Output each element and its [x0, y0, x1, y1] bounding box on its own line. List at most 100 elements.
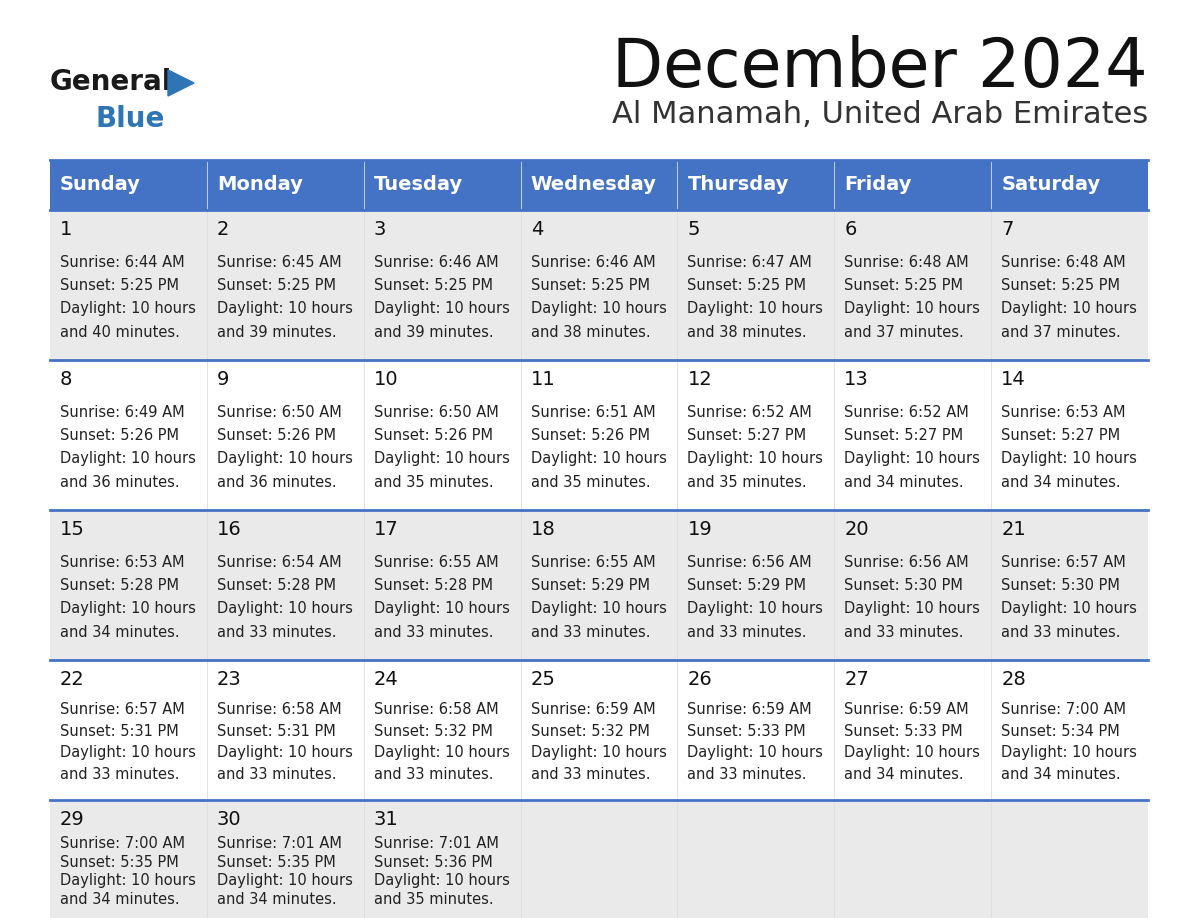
Text: Sunrise: 7:00 AM: Sunrise: 7:00 AM: [1001, 702, 1126, 717]
Text: Sunset: 5:32 PM: Sunset: 5:32 PM: [531, 723, 650, 739]
Text: and 33 minutes.: and 33 minutes.: [61, 767, 179, 782]
Text: and 35 minutes.: and 35 minutes.: [688, 475, 807, 489]
Text: and 34 minutes.: and 34 minutes.: [217, 891, 336, 907]
Text: 6: 6: [845, 220, 857, 239]
Text: Sunset: 5:34 PM: Sunset: 5:34 PM: [1001, 723, 1120, 739]
Text: Sunrise: 6:46 AM: Sunrise: 6:46 AM: [531, 255, 656, 270]
Text: 3: 3: [374, 220, 386, 239]
Bar: [50, 160, 1148, 210]
Text: and 34 minutes.: and 34 minutes.: [845, 767, 963, 782]
Text: Sunset: 5:25 PM: Sunset: 5:25 PM: [688, 278, 807, 293]
Text: Daylight: 10 hours: Daylight: 10 hours: [1001, 301, 1137, 317]
Text: Sunset: 5:28 PM: Sunset: 5:28 PM: [374, 578, 493, 593]
Text: 23: 23: [217, 670, 241, 689]
Text: Daylight: 10 hours: Daylight: 10 hours: [217, 301, 353, 317]
Text: Daylight: 10 hours: Daylight: 10 hours: [845, 601, 980, 617]
Text: General: General: [50, 68, 172, 96]
Text: Sunrise: 6:53 AM: Sunrise: 6:53 AM: [61, 555, 184, 570]
Text: Sunrise: 6:53 AM: Sunrise: 6:53 AM: [1001, 405, 1126, 420]
Text: Sunrise: 6:48 AM: Sunrise: 6:48 AM: [1001, 255, 1126, 270]
Text: and 33 minutes.: and 33 minutes.: [845, 625, 963, 640]
Text: Sunrise: 6:54 AM: Sunrise: 6:54 AM: [217, 555, 341, 570]
Text: and 37 minutes.: and 37 minutes.: [1001, 325, 1121, 340]
Text: Sunset: 5:25 PM: Sunset: 5:25 PM: [845, 278, 963, 293]
Text: 19: 19: [688, 520, 712, 539]
Text: and 33 minutes.: and 33 minutes.: [374, 767, 493, 782]
Text: Daylight: 10 hours: Daylight: 10 hours: [217, 452, 353, 466]
Text: 20: 20: [845, 520, 868, 539]
Text: Sunset: 5:35 PM: Sunset: 5:35 PM: [217, 855, 335, 869]
Text: Saturday: Saturday: [1001, 175, 1100, 195]
Text: Sunrise: 6:56 AM: Sunrise: 6:56 AM: [688, 555, 813, 570]
Text: Daylight: 10 hours: Daylight: 10 hours: [374, 745, 510, 760]
Text: Sunrise: 6:58 AM: Sunrise: 6:58 AM: [374, 702, 498, 717]
Text: Sunset: 5:26 PM: Sunset: 5:26 PM: [61, 429, 179, 443]
Text: and 34 minutes.: and 34 minutes.: [845, 475, 963, 489]
Text: 16: 16: [217, 520, 241, 539]
Text: Daylight: 10 hours: Daylight: 10 hours: [217, 873, 353, 889]
Text: 7: 7: [1001, 220, 1013, 239]
Text: 10: 10: [374, 370, 398, 389]
Text: Sunset: 5:25 PM: Sunset: 5:25 PM: [1001, 278, 1120, 293]
Polygon shape: [168, 70, 194, 96]
Text: Sunset: 5:27 PM: Sunset: 5:27 PM: [1001, 429, 1120, 443]
Text: Sunrise: 6:48 AM: Sunrise: 6:48 AM: [845, 255, 969, 270]
Text: 18: 18: [531, 520, 555, 539]
Text: Sunset: 5:26 PM: Sunset: 5:26 PM: [217, 429, 336, 443]
Text: Daylight: 10 hours: Daylight: 10 hours: [374, 301, 510, 317]
Text: and 33 minutes.: and 33 minutes.: [1001, 625, 1120, 640]
Text: Daylight: 10 hours: Daylight: 10 hours: [217, 601, 353, 617]
Text: Sunset: 5:30 PM: Sunset: 5:30 PM: [845, 578, 963, 593]
Text: Daylight: 10 hours: Daylight: 10 hours: [374, 452, 510, 466]
Text: Sunset: 5:31 PM: Sunset: 5:31 PM: [61, 723, 178, 739]
Text: Daylight: 10 hours: Daylight: 10 hours: [531, 452, 666, 466]
Text: 22: 22: [61, 670, 84, 689]
Text: Daylight: 10 hours: Daylight: 10 hours: [374, 601, 510, 617]
Text: Sunset: 5:29 PM: Sunset: 5:29 PM: [531, 578, 650, 593]
Text: 24: 24: [374, 670, 398, 689]
Text: Sunset: 5:29 PM: Sunset: 5:29 PM: [688, 578, 807, 593]
Text: and 34 minutes.: and 34 minutes.: [1001, 475, 1120, 489]
Text: and 38 minutes.: and 38 minutes.: [531, 325, 650, 340]
Text: Daylight: 10 hours: Daylight: 10 hours: [845, 745, 980, 760]
Text: Sunrise: 6:46 AM: Sunrise: 6:46 AM: [374, 255, 498, 270]
Text: 31: 31: [374, 810, 398, 829]
Text: and 33 minutes.: and 33 minutes.: [688, 767, 807, 782]
Text: Daylight: 10 hours: Daylight: 10 hours: [688, 745, 823, 760]
Text: Daylight: 10 hours: Daylight: 10 hours: [688, 601, 823, 617]
Text: Daylight: 10 hours: Daylight: 10 hours: [531, 601, 666, 617]
Text: 11: 11: [531, 370, 555, 389]
Text: 1: 1: [61, 220, 72, 239]
Text: Sunset: 5:25 PM: Sunset: 5:25 PM: [374, 278, 493, 293]
Text: Daylight: 10 hours: Daylight: 10 hours: [531, 301, 666, 317]
Text: 12: 12: [688, 370, 712, 389]
Text: 9: 9: [217, 370, 229, 389]
Text: 15: 15: [61, 520, 84, 539]
Text: Sunrise: 6:59 AM: Sunrise: 6:59 AM: [531, 702, 656, 717]
Text: Daylight: 10 hours: Daylight: 10 hours: [688, 452, 823, 466]
Text: Sunrise: 6:50 AM: Sunrise: 6:50 AM: [217, 405, 342, 420]
Text: and 34 minutes.: and 34 minutes.: [61, 625, 179, 640]
Text: Daylight: 10 hours: Daylight: 10 hours: [374, 873, 510, 889]
Text: Sunset: 5:31 PM: Sunset: 5:31 PM: [217, 723, 335, 739]
Text: 13: 13: [845, 370, 870, 389]
Text: Friday: Friday: [845, 175, 911, 195]
Text: Sunday: Sunday: [61, 175, 141, 195]
Text: Sunset: 5:25 PM: Sunset: 5:25 PM: [531, 278, 650, 293]
Text: Wednesday: Wednesday: [531, 175, 657, 195]
Text: and 33 minutes.: and 33 minutes.: [217, 625, 336, 640]
Text: Sunset: 5:26 PM: Sunset: 5:26 PM: [531, 429, 650, 443]
Text: Thursday: Thursday: [688, 175, 789, 195]
Text: 17: 17: [374, 520, 398, 539]
Text: Sunset: 5:26 PM: Sunset: 5:26 PM: [374, 429, 493, 443]
Text: Sunset: 5:33 PM: Sunset: 5:33 PM: [688, 723, 805, 739]
Bar: [50, 660, 1148, 800]
Text: and 35 minutes.: and 35 minutes.: [531, 475, 650, 489]
Text: Sunset: 5:36 PM: Sunset: 5:36 PM: [374, 855, 493, 869]
Text: Sunrise: 6:59 AM: Sunrise: 6:59 AM: [845, 702, 969, 717]
Text: Sunrise: 6:57 AM: Sunrise: 6:57 AM: [1001, 555, 1126, 570]
Text: Sunset: 5:33 PM: Sunset: 5:33 PM: [845, 723, 963, 739]
Text: 4: 4: [531, 220, 543, 239]
Text: Sunrise: 6:52 AM: Sunrise: 6:52 AM: [688, 405, 813, 420]
Text: Sunset: 5:28 PM: Sunset: 5:28 PM: [61, 578, 179, 593]
